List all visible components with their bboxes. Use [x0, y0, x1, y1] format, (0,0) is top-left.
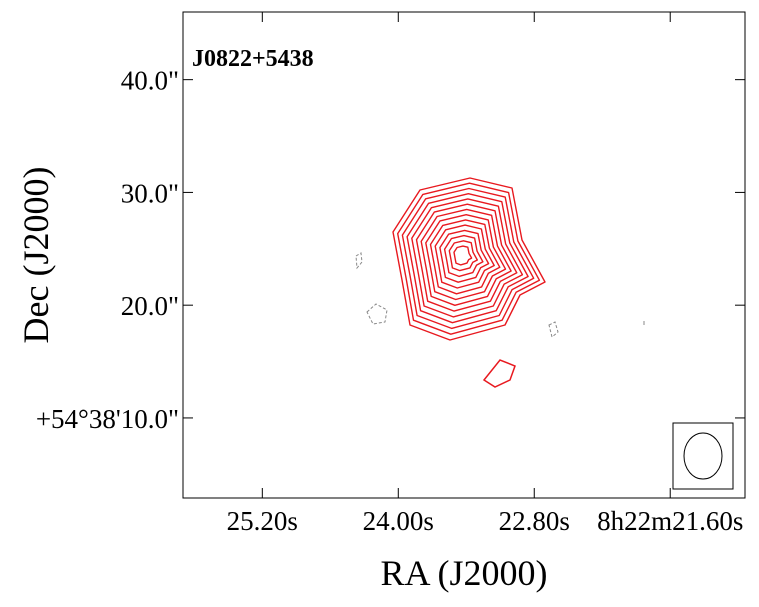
x-tick-label: 22.80s: [499, 506, 570, 536]
contour: [411, 198, 524, 318]
x-tick-label: 8h22m21.60s: [597, 506, 743, 536]
contour: [406, 193, 529, 324]
negative-contour: [366, 303, 388, 325]
contour: [453, 245, 473, 266]
plot-frame: [182, 11, 746, 499]
negative-contour: [355, 252, 363, 270]
beam: [683, 432, 723, 480]
negative-contour: [548, 321, 559, 338]
y-tick-label: 30.0": [121, 178, 179, 208]
y-tick-label: +54°38'10.0": [36, 404, 179, 434]
contour: [429, 219, 501, 295]
contour: [448, 240, 478, 272]
contour: [434, 224, 495, 289]
contours: [392, 177, 546, 341]
contour: [439, 229, 490, 283]
x-axis-label: RA (J2000): [380, 553, 547, 593]
y-tick-label: 40.0": [121, 66, 179, 96]
contour: [425, 214, 507, 301]
beam-box: [672, 422, 734, 490]
x-tick-label: 24.00s: [363, 506, 434, 536]
contour: [392, 177, 546, 341]
source-label: J0822+5438: [192, 46, 314, 72]
y-axis-label: Dec (J2000): [16, 167, 56, 344]
contour: [401, 187, 535, 330]
x-tick-label: 25.20s: [227, 506, 298, 536]
contour: [415, 203, 518, 312]
contour: [397, 182, 541, 335]
contour: [420, 208, 512, 306]
contour-blob: [482, 359, 516, 388]
contour: [443, 234, 484, 278]
y-tick-label: 20.0": [121, 291, 179, 321]
